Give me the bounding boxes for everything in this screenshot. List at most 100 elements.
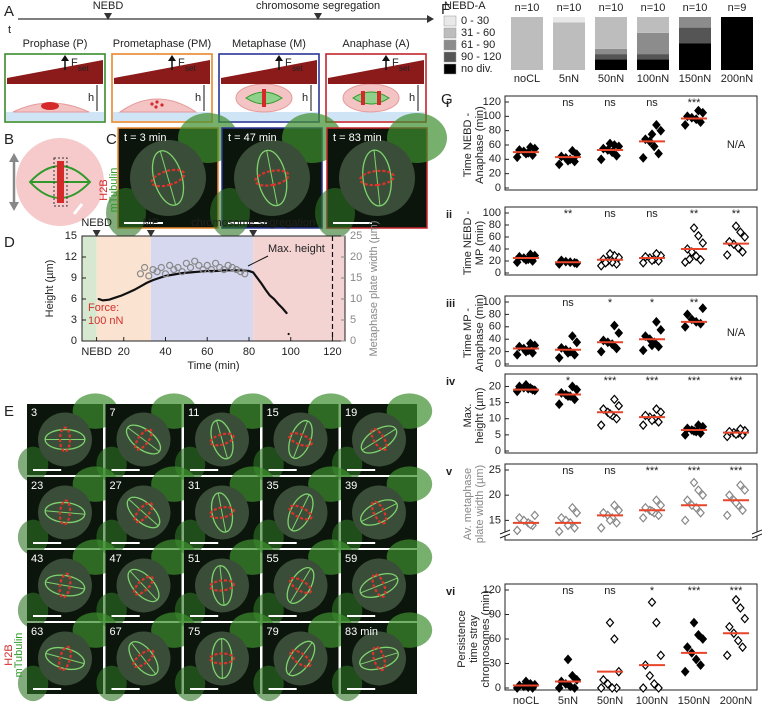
spindle-fiber xyxy=(45,581,85,590)
force-arrowhead xyxy=(61,55,69,61)
subpanel-label: iv xyxy=(446,376,456,388)
annotation: Max. height xyxy=(268,243,325,255)
data-point xyxy=(656,650,666,661)
significance: *** xyxy=(688,465,702,477)
event-label: NEBD xyxy=(93,0,124,12)
x-tick-label: 20 xyxy=(118,346,130,358)
significance: ns xyxy=(562,297,574,309)
force-arrowhead xyxy=(168,55,176,61)
green-glow xyxy=(17,446,49,483)
data-point xyxy=(652,617,661,628)
panel-label: A xyxy=(4,3,14,20)
event-label: chromosome segregation xyxy=(191,217,315,229)
data-point xyxy=(647,415,657,426)
timestamp: t = 47 min xyxy=(228,132,277,144)
y-tick-label: 0 xyxy=(495,182,501,194)
chromosomes xyxy=(288,504,313,521)
significance: ns xyxy=(562,97,574,109)
plate-width-point xyxy=(153,268,161,276)
micrograph xyxy=(174,612,276,702)
chromosomes xyxy=(134,428,153,451)
bar-segment xyxy=(679,17,711,28)
plate-width-point xyxy=(207,266,216,274)
legend-label: 0 - 30 xyxy=(461,15,489,27)
significance: *** xyxy=(646,465,660,477)
data-point xyxy=(689,617,699,628)
data-point xyxy=(638,420,648,431)
green-glow xyxy=(96,665,127,702)
y-tick-label: 20 xyxy=(489,489,501,501)
data-point xyxy=(610,500,619,511)
chromosome xyxy=(150,102,154,106)
y-tick-label: 100 xyxy=(483,207,501,219)
legend-swatch xyxy=(443,63,457,75)
data-point xyxy=(649,141,659,152)
axis-break xyxy=(753,532,761,536)
y2-tick-label: 25 xyxy=(350,230,362,242)
spindle-fiber xyxy=(292,420,309,459)
green-glow xyxy=(386,612,433,648)
plot-frame xyxy=(81,235,346,342)
plate-width-point xyxy=(237,268,245,276)
plate-width-point xyxy=(241,270,249,278)
micrograph xyxy=(253,393,354,483)
data-point xyxy=(530,510,540,521)
significance: ** xyxy=(564,208,573,220)
plot-frame xyxy=(504,206,758,276)
data-point xyxy=(568,331,577,342)
category-label: 5nN xyxy=(559,73,579,85)
event-marker xyxy=(104,13,112,20)
data-point xyxy=(512,152,522,163)
chromosomes xyxy=(288,576,313,595)
spindle-fiber xyxy=(127,427,160,452)
data-point xyxy=(694,485,703,496)
frame-time: 59 xyxy=(345,553,357,565)
frame-time: 63 xyxy=(31,626,43,638)
data-point xyxy=(647,597,657,608)
chromosomes xyxy=(208,652,236,665)
chromosomes xyxy=(132,649,155,668)
data-point xyxy=(521,346,531,357)
n-label: n=10 xyxy=(641,2,666,14)
chromosomes xyxy=(58,645,72,672)
green-glow xyxy=(331,665,363,702)
chromosome xyxy=(155,100,159,104)
data-point xyxy=(656,324,666,335)
spindle-fiber xyxy=(289,568,312,603)
data-point xyxy=(725,621,734,632)
micrograph xyxy=(17,612,119,702)
event-label: chromosome segregation xyxy=(256,0,380,12)
spindle-fiber xyxy=(266,150,278,206)
data-point xyxy=(680,321,690,332)
legend-swatch xyxy=(443,15,457,27)
y-tick-label: 0 xyxy=(495,445,501,457)
data-point xyxy=(691,251,701,262)
x-tick-label: 100 xyxy=(282,346,300,358)
phase-label: Prophase (P) xyxy=(23,38,88,50)
spindle-fiber xyxy=(288,642,313,675)
y2-tick-label: 20 xyxy=(350,251,362,263)
significance: ** xyxy=(732,208,741,220)
plate-outline xyxy=(53,157,68,207)
data-point xyxy=(599,507,608,518)
chromosomes xyxy=(370,427,388,452)
panel-label: G xyxy=(441,91,453,108)
force-arrowhead xyxy=(275,55,283,61)
data-point xyxy=(722,650,732,661)
force-symbol: F xyxy=(71,57,78,69)
data-point xyxy=(680,666,690,677)
significance: * xyxy=(650,585,655,597)
x-tick-label: 80 xyxy=(243,346,255,358)
micrograph xyxy=(106,113,238,238)
y-tick-label: 5 xyxy=(495,429,501,441)
subpanel-label: v xyxy=(446,466,453,478)
data-point xyxy=(554,526,564,537)
plate-width-point xyxy=(228,263,236,272)
y2-tick-label: 5 xyxy=(350,314,356,326)
significance: ns xyxy=(604,208,616,220)
category-label: 200nN xyxy=(721,73,753,85)
chromosomes xyxy=(254,169,290,187)
data-point xyxy=(568,145,577,156)
y-tick-label: 100 xyxy=(483,110,501,122)
data-point xyxy=(638,512,648,523)
